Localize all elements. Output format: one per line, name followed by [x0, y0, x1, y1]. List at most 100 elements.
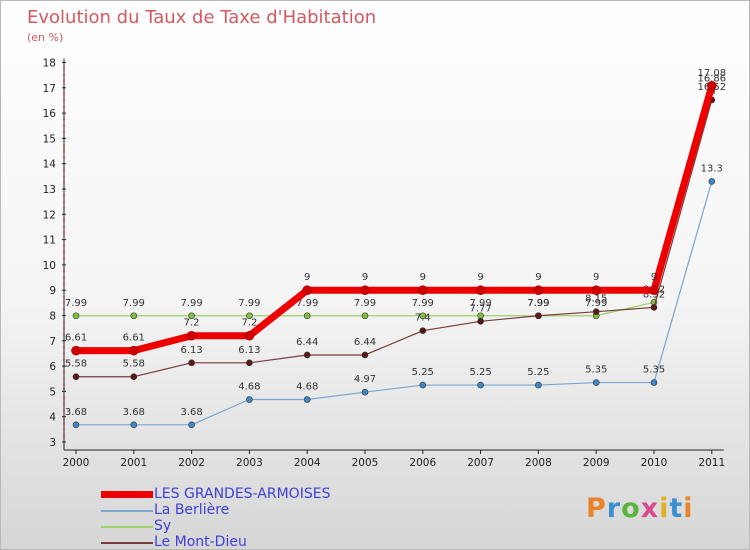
data-label-sy: 7.99 — [238, 298, 260, 309]
legend-swatch-sy — [101, 526, 153, 528]
data-label-la-berli-re: 4.68 — [296, 381, 318, 392]
data-point-la-berli-re — [188, 421, 195, 429]
data-point-la-berli-re — [708, 178, 716, 185]
data-point-le-mont-dieu — [246, 359, 253, 367]
logo-letter: r — [606, 493, 622, 524]
data-point-le-mont-dieu — [477, 318, 484, 325]
x-tick-label: 2003 — [236, 457, 263, 469]
data-point-sy — [246, 312, 253, 320]
x-tick-label: 2008 — [525, 457, 552, 469]
data-point-le-mont-dieu — [130, 373, 138, 381]
series-line-sy — [76, 91, 713, 317]
data-label-le-mont-dieu: 7.99 — [527, 298, 549, 309]
data-point-les-grandes-armoises — [533, 285, 544, 296]
data-label-le-mont-dieu: 6.44 — [296, 337, 318, 348]
data-label-sy: 7.99 — [469, 298, 491, 309]
logo-letter: i — [683, 493, 694, 524]
data-point-les-grandes-armoises — [417, 285, 428, 296]
y-tick-label: 7 — [49, 336, 56, 348]
data-label-la-berli-re: 5.25 — [527, 367, 549, 378]
data-point-la-berli-re — [72, 421, 80, 429]
legend-label-les-grandes-armoises: LES GRANDES-ARMOISES — [154, 486, 331, 502]
legend-swatch-la-berli-re — [101, 510, 153, 512]
data-label-sy: 7.99 — [354, 298, 376, 309]
logo-letter: t — [669, 493, 684, 524]
data-point-la-berli-re — [246, 396, 253, 403]
y-tick-label: 15 — [43, 133, 56, 145]
data-label-les-grandes-armoises: 9 — [593, 272, 599, 283]
data-label-les-grandes-armoises: 9 — [304, 272, 310, 283]
logo-letter: i — [659, 493, 670, 524]
data-label-le-mont-dieu: 5.58 — [65, 359, 87, 370]
data-label-le-mont-dieu: 6.13 — [238, 345, 260, 356]
y-tick-label: 17 — [43, 83, 56, 95]
data-label-sy: 7.99 — [65, 298, 87, 309]
series-line-les-grandes-armoises — [76, 84, 716, 355]
data-label-les-grandes-armoises: 9 — [477, 272, 483, 283]
data-label-la-berli-re: 3.68 — [123, 407, 145, 418]
legend-label-le-mont-dieu: Le Mont-Dieu — [154, 534, 247, 550]
legend-swatch-les-grandes-armoises — [101, 491, 153, 498]
data-point-la-berli-re — [361, 388, 369, 396]
data-point-la-berli-re — [592, 379, 600, 386]
data-point-les-grandes-armoises — [186, 330, 197, 341]
data-point-sy — [419, 312, 427, 320]
data-point-le-mont-dieu — [419, 327, 427, 334]
data-label-les-grandes-armoises: 9 — [535, 272, 541, 283]
y-tick-label: 9 — [49, 285, 56, 297]
x-tick-label: 2000 — [63, 457, 90, 469]
data-point-les-grandes-armoises — [302, 285, 313, 296]
y-tick-label: 5 — [49, 386, 56, 398]
x-tick-label: 2010 — [641, 457, 668, 469]
data-label-les-grandes-armoises: 6.61 — [123, 333, 145, 344]
proxiti-logo: Proxiti — [586, 493, 694, 524]
x-tick-label: 2011 — [698, 457, 725, 469]
legend-label-la-berli-re: La Berlière — [154, 502, 230, 518]
data-point-les-grandes-armoises — [649, 285, 659, 296]
x-tick-label: 2009 — [583, 457, 610, 469]
y-tick-label: 8 — [49, 311, 56, 323]
x-tick-label: 2002 — [178, 457, 205, 469]
data-point-la-berli-re — [477, 381, 484, 389]
data-point-le-mont-dieu — [188, 359, 195, 367]
data-label-le-mont-dieu: 5.58 — [123, 359, 145, 370]
y-tick-label: 3 — [49, 437, 56, 449]
data-point-sy — [361, 312, 369, 320]
data-point-sy — [188, 312, 195, 320]
data-label-sy: 16.86 — [697, 73, 726, 84]
data-point-la-berli-re — [303, 396, 311, 403]
data-label-les-grandes-armoises: 7.2 — [241, 318, 257, 329]
y-tick-label: 10 — [43, 260, 56, 272]
data-point-sy — [130, 312, 138, 320]
data-label-les-grandes-armoises: 7.2 — [184, 318, 200, 329]
legend-swatch-le-mont-dieu — [101, 542, 153, 544]
data-label-la-berli-re: 4.97 — [354, 374, 376, 385]
data-point-les-grandes-armoises — [360, 285, 370, 296]
logo-letter: o — [621, 493, 641, 524]
data-label-la-berli-re: 5.35 — [585, 365, 607, 376]
data-label-sy: 7.99 — [585, 298, 607, 309]
data-point-le-mont-dieu — [303, 351, 311, 359]
data-label-la-berli-re: 13.3 — [701, 163, 723, 174]
data-point-les-grandes-armoises — [71, 345, 81, 356]
legend-label-sy: Sy — [154, 518, 172, 534]
data-point-la-berli-re — [535, 381, 542, 389]
y-tick-label: 12 — [43, 209, 56, 221]
series-line-la-berli-re — [76, 181, 713, 426]
y-tick-label: 6 — [49, 361, 56, 373]
chart-title: Evolution du Taux de Taxe d'Habitation — [27, 7, 377, 28]
data-label-la-berli-re: 3.68 — [65, 407, 87, 418]
data-label-le-mont-dieu: 8.15 — [585, 294, 607, 305]
data-point-les-grandes-armoises — [129, 345, 139, 356]
data-point-le-mont-dieu — [535, 312, 542, 320]
data-label-le-mont-dieu: 6.13 — [180, 345, 202, 356]
data-label-les-grandes-armoises: 17.08 — [697, 68, 726, 79]
data-point-la-berli-re — [419, 381, 427, 389]
data-label-sy: 7.99 — [296, 298, 318, 309]
data-point-le-mont-dieu — [72, 373, 80, 381]
data-point-la-berli-re — [130, 421, 138, 429]
x-tick-label: 2005 — [352, 457, 379, 469]
y-tick-label: 14 — [43, 159, 57, 171]
